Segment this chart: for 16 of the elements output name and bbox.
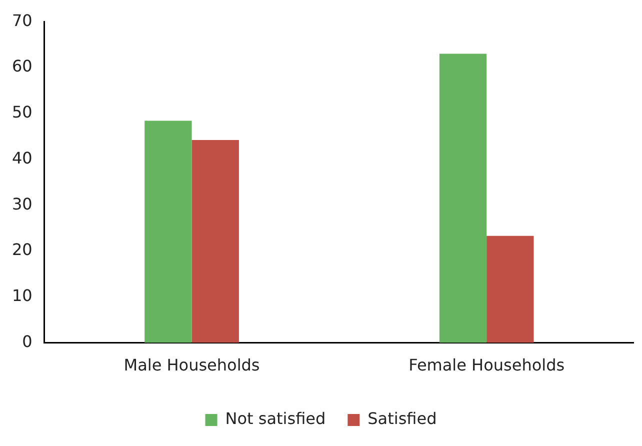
y-tick-label: 60 bbox=[12, 56, 32, 76]
legend-label: Not satisfied bbox=[225, 409, 326, 428]
y-tick-label: 20 bbox=[12, 240, 32, 260]
bar bbox=[192, 140, 239, 343]
y-tick-label: 30 bbox=[12, 194, 32, 214]
bar bbox=[144, 120, 192, 343]
y-tick-label: 10 bbox=[12, 286, 32, 306]
x-tick-label: Female Households bbox=[408, 356, 565, 375]
legend-label: Satisfied bbox=[368, 409, 437, 428]
y-tick-label: 0 bbox=[22, 332, 32, 351]
y-tick-label: 70 bbox=[12, 10, 32, 30]
bar bbox=[486, 236, 534, 343]
y-tick-label: 40 bbox=[12, 148, 32, 168]
y-tick-label: 50 bbox=[12, 102, 32, 122]
x-tick-label: Male Households bbox=[124, 356, 260, 375]
bar bbox=[439, 54, 487, 343]
